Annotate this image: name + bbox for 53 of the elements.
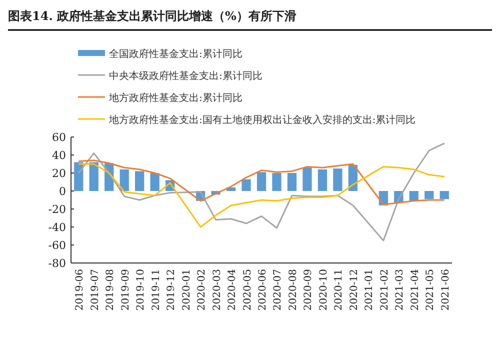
y-tick-label: 20 — [52, 167, 66, 180]
bar — [135, 171, 144, 191]
bar — [74, 162, 84, 191]
x-tick-label: 2021-02 — [379, 269, 390, 311]
x-tick-label: 2020-12 — [348, 269, 360, 311]
bar — [120, 169, 129, 191]
x-tick-label: 2021-04 — [410, 269, 421, 311]
x-tick-label: 2019-09 — [120, 269, 132, 311]
y-tick-label: -80 — [48, 257, 66, 270]
x-tick-label: 2021-05 — [425, 269, 436, 311]
chart-title: 图表14. 政府性基金支出累计同比增速（%）有所下滑 — [8, 9, 296, 23]
x-tick-label: 2020-04 — [227, 269, 238, 311]
x-tick-label: 2020-11 — [334, 269, 345, 311]
bar — [424, 191, 434, 200]
bar — [150, 173, 160, 191]
y-tick-label: 0 — [59, 185, 66, 198]
bar — [287, 173, 297, 191]
x-tick-label: 2020-02 — [196, 269, 208, 311]
x-tick-label: 2019-11 — [150, 269, 162, 311]
bar — [256, 172, 266, 191]
x-tick-label: 2021-01 — [364, 269, 376, 311]
x-tick-label: 2020-09 — [303, 269, 314, 311]
legend-label: 全国政府性基金支出:累计同比 — [109, 48, 242, 60]
legend-label: 地方政府性基金支出:累计同比 — [108, 92, 242, 104]
y-tick-label: 60 — [52, 131, 66, 144]
x-tick-label: 2019-07 — [90, 269, 101, 311]
bar — [440, 191, 449, 200]
x-tick-label: 2020-06 — [258, 269, 268, 311]
y-tick-label: 40 — [52, 149, 66, 162]
y-tick-label: -60 — [48, 239, 66, 252]
y-tick-label: -20 — [48, 203, 66, 216]
x-tick-label: 2020-08 — [288, 269, 299, 311]
x-tick-label: 2019-10 — [136, 269, 147, 311]
bar — [89, 162, 98, 191]
x-tick-label: 2021-03 — [394, 269, 406, 311]
x-tick-label: 2019-08 — [105, 269, 116, 311]
x-tick-label: 2020-01 — [181, 269, 192, 311]
y-tick-label: -40 — [48, 221, 66, 234]
x-tick-label: 2020-07 — [272, 269, 284, 311]
bar — [318, 169, 328, 191]
x-tick-label: 2019-12 — [166, 269, 178, 311]
x-tick-label: 2020-10 — [318, 269, 330, 311]
bar — [272, 173, 282, 191]
bar — [242, 179, 251, 191]
bar — [302, 168, 312, 191]
x-tick-label: 2019-06 — [74, 269, 86, 311]
bar — [409, 191, 418, 201]
legend-label: 中央本级政府性基金支出:累计同比 — [109, 70, 262, 82]
x-tick-label: 2020-03 — [212, 269, 223, 311]
legend-label: 地方政府性基金支出:国有土地使用权出让金收入安排的支出:累计同比 — [108, 114, 416, 126]
bar — [333, 168, 342, 191]
x-tick-label: 2020-05 — [242, 269, 254, 311]
x-tick-label: 2021-06 — [440, 269, 452, 311]
